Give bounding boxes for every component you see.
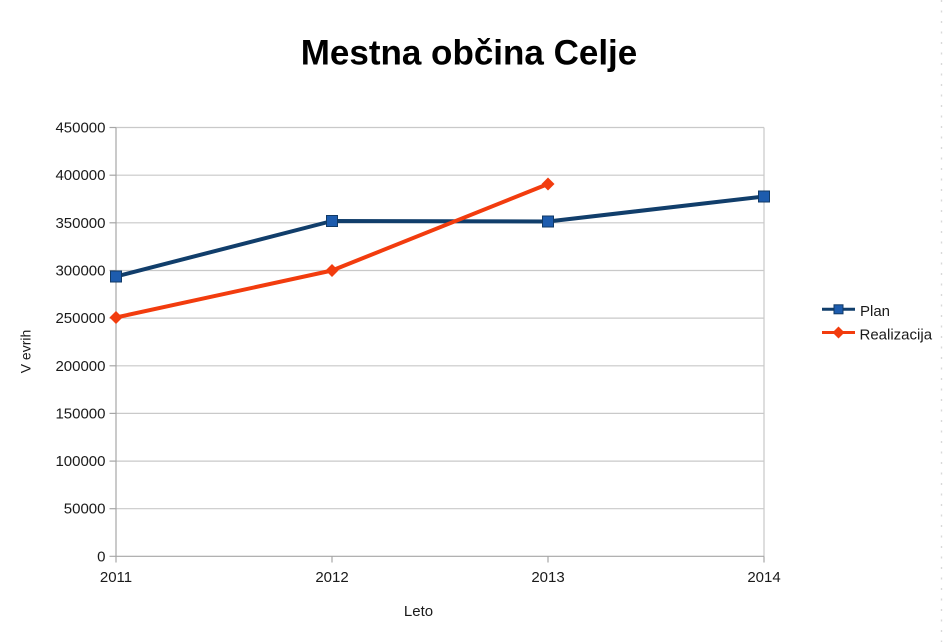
svg-text:50000: 50000	[64, 501, 106, 518]
svg-text:Plan: Plan	[860, 303, 890, 320]
svg-text:350000: 350000	[55, 215, 105, 232]
svg-text:V evrih: V evrih	[18, 330, 34, 374]
svg-text:0: 0	[97, 548, 105, 565]
svg-text:450000: 450000	[55, 120, 105, 137]
svg-text:2012: 2012	[315, 569, 348, 586]
svg-text:150000: 150000	[55, 405, 105, 422]
svg-text:2014: 2014	[747, 569, 780, 586]
svg-text:250000: 250000	[55, 310, 105, 327]
svg-text:2011: 2011	[100, 569, 132, 586]
svg-text:400000: 400000	[55, 167, 105, 184]
svg-text:2013: 2013	[531, 569, 564, 586]
svg-text:300000: 300000	[55, 263, 105, 280]
svg-text:Leto: Leto	[404, 603, 433, 620]
svg-text:Realizacija: Realizacija	[860, 326, 933, 343]
svg-text:200000: 200000	[55, 358, 105, 375]
svg-text:100000: 100000	[55, 453, 105, 470]
svg-text:Mestna občina Celje: Mestna občina Celje	[301, 34, 637, 73]
